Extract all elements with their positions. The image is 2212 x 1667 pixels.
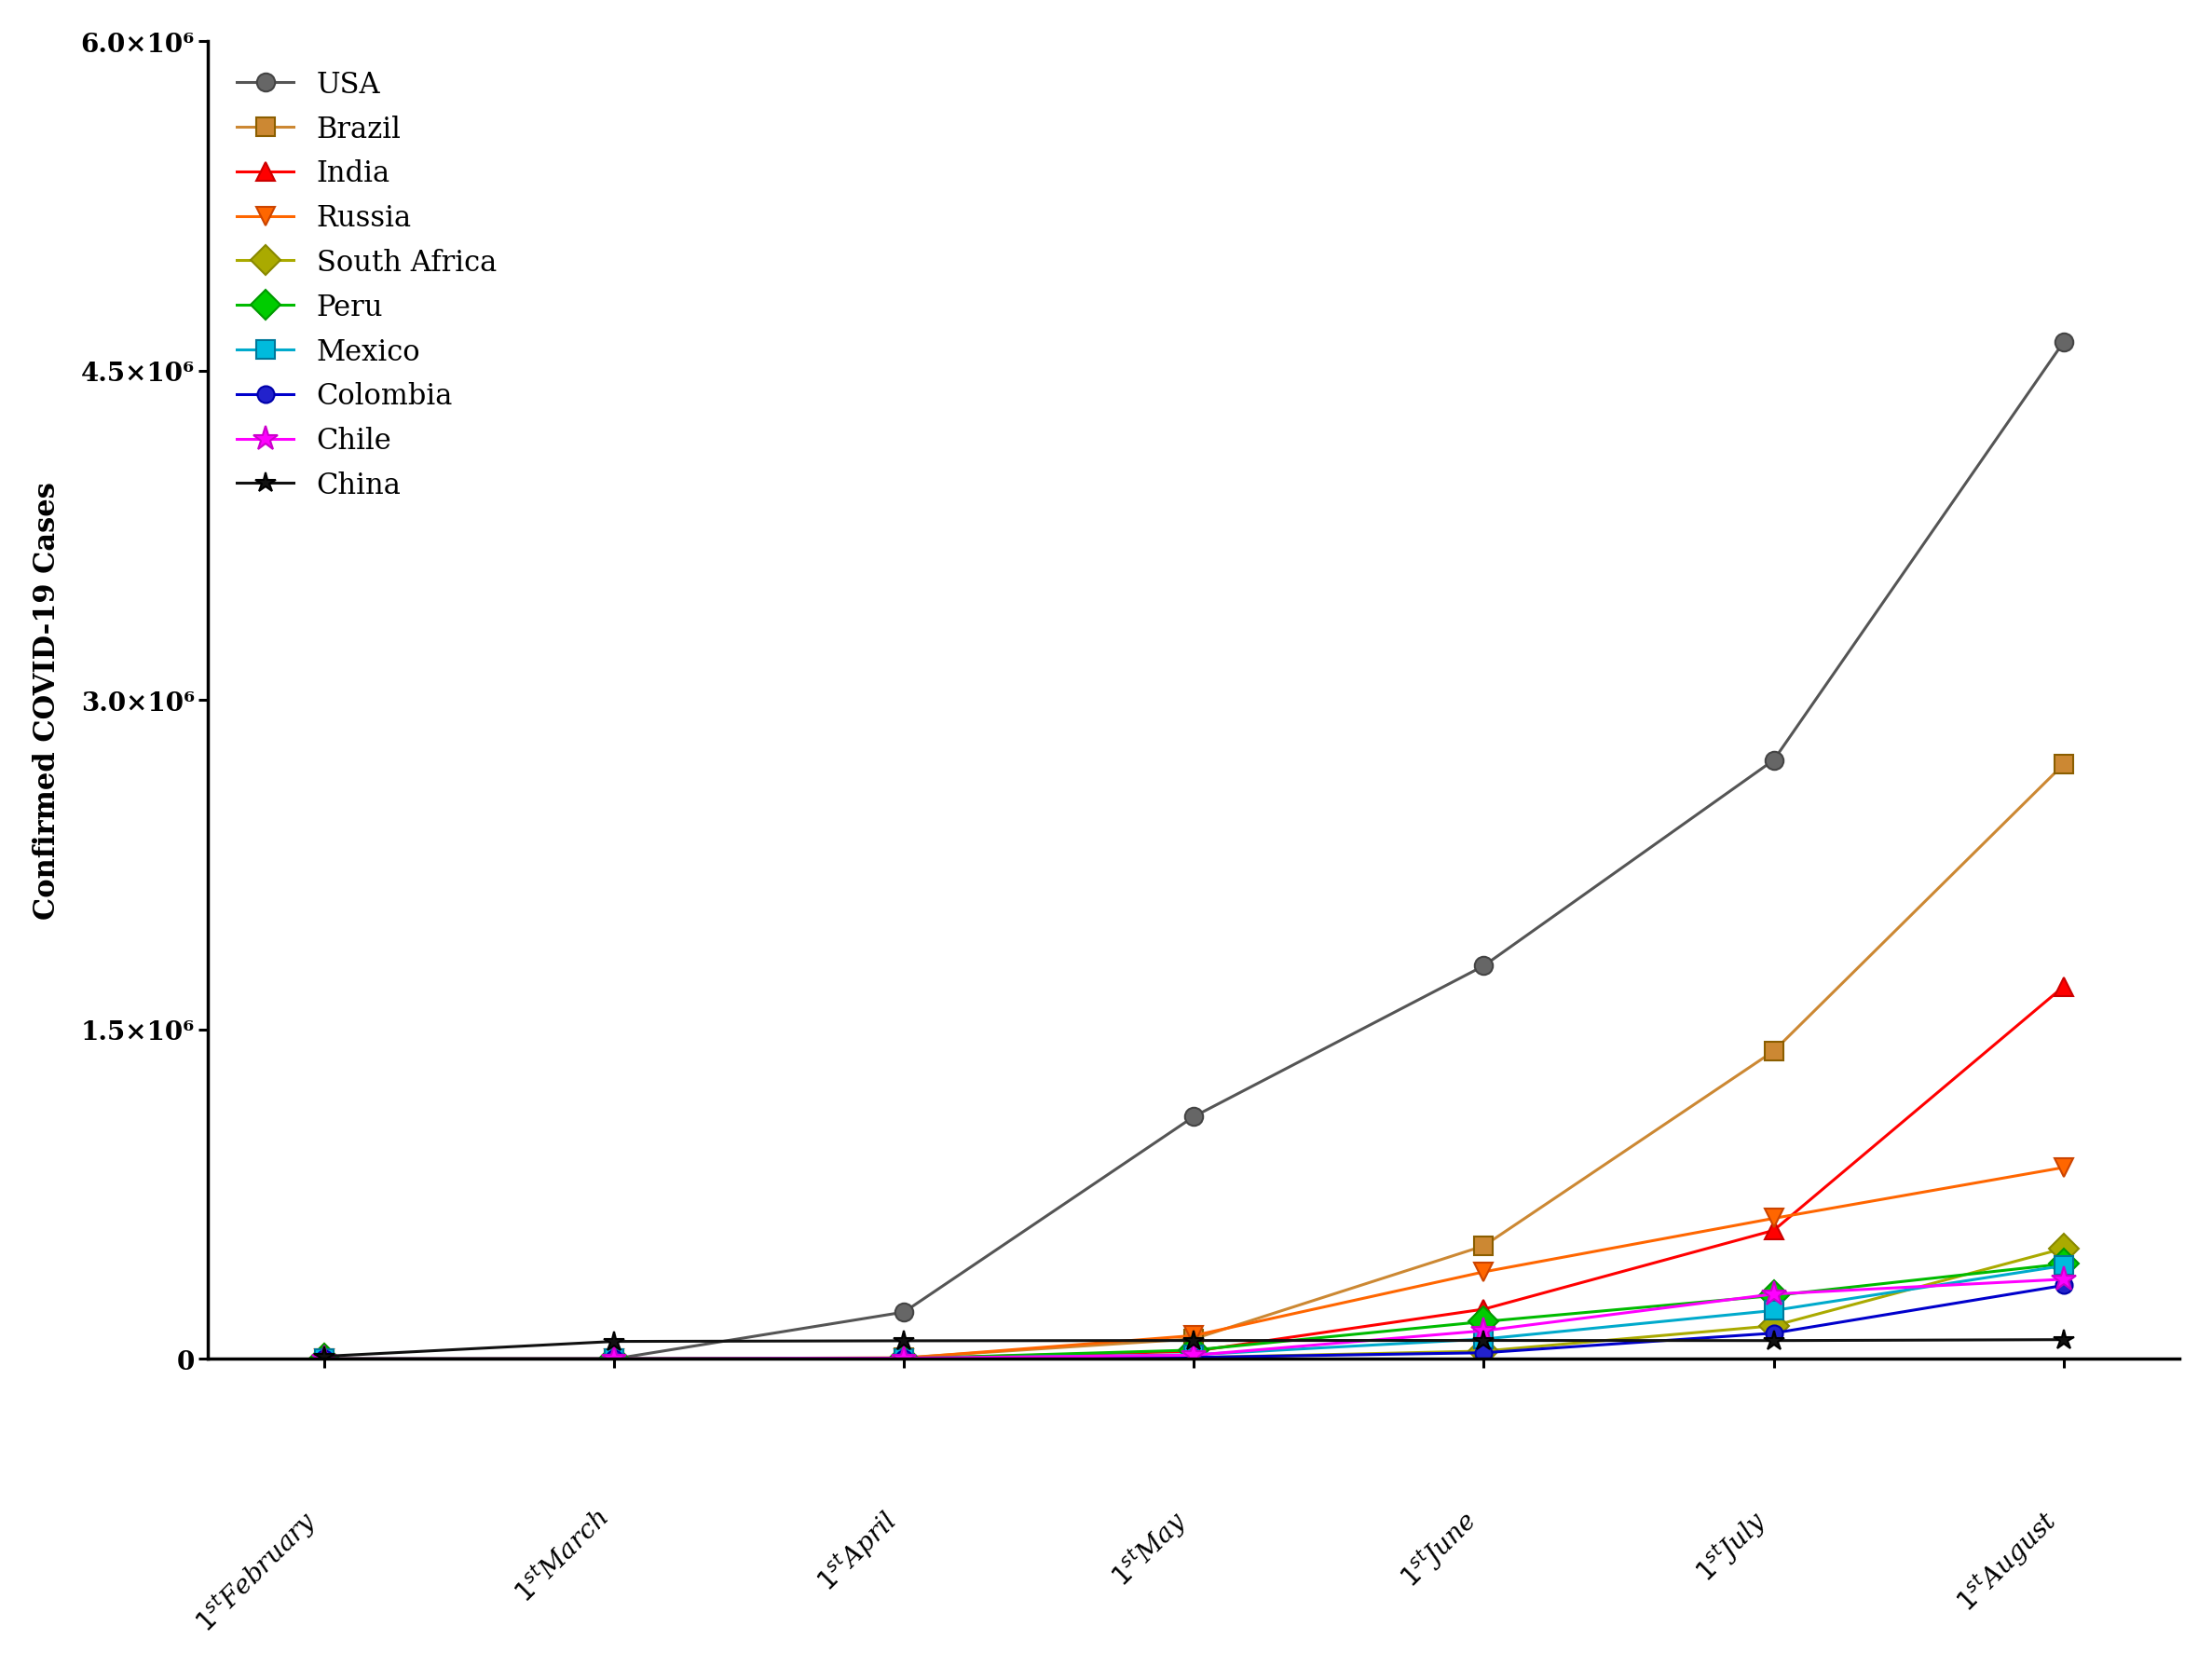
Russia [1761,1209,1787,1229]
Brazil [1181,1329,1208,1349]
Chile [602,1349,628,1369]
Colombia [2051,1275,2077,1295]
Peru [312,1349,338,1369]
Legend: USA, Brazil, India, Russia, South Africa, Peru, Mexico, Colombia, Chile, China: USA, Brazil, India, Russia, South Africa… [223,57,511,515]
Line: South Africa: South Africa [314,1239,2075,1370]
USA [1471,957,1498,977]
Mexico [312,1349,338,1369]
Russia [1471,1262,1498,1282]
Text: $1^{st}$May: $1^{st}$May [1106,1504,1194,1592]
USA [1181,1107,1208,1127]
USA [312,1349,338,1369]
Text: $1^{st}$August: $1^{st}$August [1951,1504,2064,1617]
South Africa [1471,1342,1498,1362]
Chile [1471,1320,1498,1340]
Chile [891,1349,918,1369]
South Africa [2051,1239,2077,1259]
Mexico [891,1349,918,1369]
Y-axis label: Confirmed COVID-19 Cases: Confirmed COVID-19 Cases [33,482,62,920]
Brazil [1471,1237,1498,1257]
South Africa [891,1349,918,1369]
Russia [2051,1157,2077,1177]
China [602,1332,628,1352]
Mexico [1761,1300,1787,1320]
South Africa [1761,1315,1787,1335]
Text: $1^{st}$March: $1^{st}$March [511,1504,615,1607]
India [312,1349,338,1369]
China [1761,1330,1787,1350]
India [2051,977,2077,997]
Chile [2051,1270,2077,1290]
Line: Colombia: Colombia [316,1277,2073,1367]
Colombia [602,1349,628,1369]
Russia [891,1349,918,1369]
Mexico [602,1349,628,1369]
Mexico [1181,1345,1208,1365]
Line: Peru: Peru [314,1254,2075,1370]
Text: $1^{st}$February: $1^{st}$February [190,1504,325,1639]
Brazil [891,1349,918,1369]
Chile [312,1349,338,1369]
Mexico [1471,1329,1498,1349]
China [1471,1330,1498,1350]
India [1471,1299,1498,1319]
Line: Chile: Chile [312,1267,2077,1372]
Mexico [2051,1255,2077,1275]
Line: USA: USA [314,333,2073,1369]
USA [602,1349,628,1369]
South Africa [312,1349,338,1369]
Line: Russia: Russia [314,1159,2073,1369]
Russia [602,1349,628,1369]
China [891,1330,918,1350]
Peru [2051,1254,2077,1274]
Peru [1471,1312,1498,1332]
Peru [602,1349,628,1369]
India [602,1349,628,1369]
Chile [1761,1284,1787,1304]
Line: India: India [314,979,2073,1369]
Brazil [602,1349,628,1369]
USA [1761,750,1787,770]
India [1181,1342,1208,1362]
China [312,1347,338,1367]
Text: $1^{st}$April: $1^{st}$April [812,1504,905,1597]
USA [891,1302,918,1322]
Line: Mexico: Mexico [314,1257,2073,1369]
India [891,1349,918,1369]
Russia [312,1349,338,1369]
Line: China: China [314,1330,2075,1367]
Text: $1^{st}$June: $1^{st}$June [1394,1504,1484,1594]
Russia [1181,1325,1208,1345]
Colombia [1761,1324,1787,1344]
India [1761,1220,1787,1240]
South Africa [602,1349,628,1369]
Colombia [312,1349,338,1369]
USA [2051,333,2077,353]
Chile [1181,1345,1208,1365]
Peru [1181,1340,1208,1360]
Peru [891,1349,918,1369]
China [2051,1330,2077,1350]
Brazil [2051,755,2077,775]
Brazil [1761,1042,1787,1062]
China [1181,1330,1208,1350]
Line: Brazil: Brazil [314,755,2073,1369]
Peru [1761,1285,1787,1305]
Colombia [1471,1344,1498,1364]
South Africa [1181,1347,1208,1367]
Brazil [312,1349,338,1369]
Colombia [1181,1347,1208,1367]
Text: $1^{st}$July: $1^{st}$July [1690,1504,1774,1589]
Colombia [891,1349,918,1369]
